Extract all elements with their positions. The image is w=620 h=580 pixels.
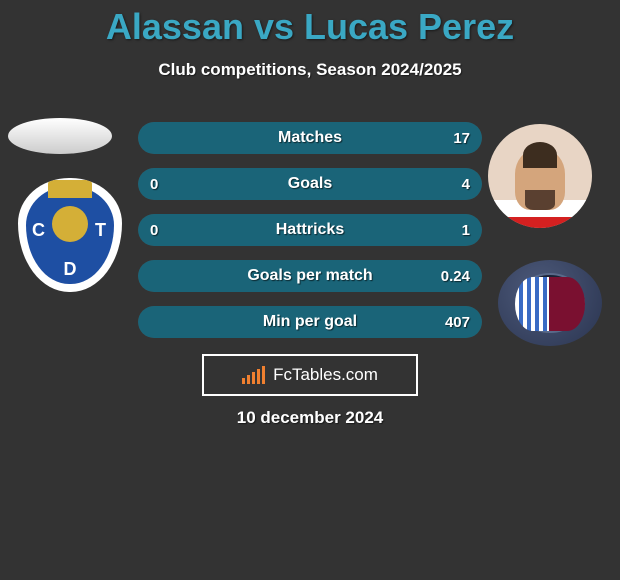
stats-container: Matches17 0Goals4 0Hattricks1 Goals per mat… (138, 122, 482, 352)
stat-row: Goals per match0.24 (138, 260, 482, 292)
stat-label: Goals (138, 175, 482, 193)
chart-icon (242, 366, 265, 384)
stat-row: Min per goal407 (138, 306, 482, 338)
subtitle: Club competitions, Season 2024/2025 (0, 60, 620, 80)
stat-right-value: 1 (462, 222, 470, 239)
stat-right-value: 17 (453, 130, 470, 147)
stat-row: Matches17 (138, 122, 482, 154)
stat-label: Min per goal (138, 313, 482, 331)
player-left-avatar (8, 118, 112, 154)
stat-label: Goals per match (138, 267, 482, 285)
stat-row: 0Hattricks1 (138, 214, 482, 246)
stat-right-value: 4 (462, 176, 470, 193)
brand-box: FcTables.com (202, 354, 418, 396)
player-right-avatar (488, 124, 592, 228)
stat-right-value: 0.24 (441, 268, 470, 285)
stat-right-value: 407 (445, 314, 470, 331)
brand-text: FcTables.com (273, 365, 378, 385)
club-badge-left: D (18, 178, 122, 292)
page-title: Alassan vs Lucas Perez (0, 0, 620, 48)
stat-label: Hattricks (138, 221, 482, 239)
club-badge-right (498, 260, 602, 346)
stat-row: 0Goals4 (138, 168, 482, 200)
stat-label: Matches (138, 129, 482, 147)
date-text: 10 december 2024 (0, 408, 620, 428)
